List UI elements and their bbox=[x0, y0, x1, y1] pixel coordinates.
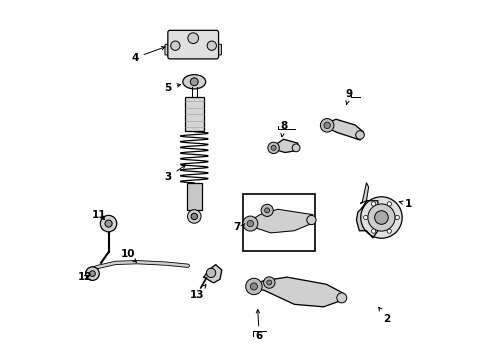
Circle shape bbox=[371, 202, 376, 206]
Circle shape bbox=[261, 204, 273, 216]
Circle shape bbox=[337, 293, 347, 303]
Circle shape bbox=[307, 215, 316, 225]
Bar bbox=[243, 194, 315, 251]
Circle shape bbox=[90, 271, 96, 276]
Text: 13: 13 bbox=[190, 285, 206, 300]
Circle shape bbox=[86, 267, 99, 280]
Circle shape bbox=[324, 122, 330, 129]
FancyBboxPatch shape bbox=[165, 44, 172, 55]
Circle shape bbox=[356, 131, 364, 139]
Ellipse shape bbox=[183, 75, 206, 89]
Circle shape bbox=[100, 215, 117, 232]
Text: 5: 5 bbox=[165, 83, 180, 93]
Polygon shape bbox=[325, 119, 364, 140]
Circle shape bbox=[105, 220, 112, 227]
Polygon shape bbox=[361, 183, 368, 203]
Text: 12: 12 bbox=[78, 272, 92, 282]
Circle shape bbox=[243, 216, 258, 231]
Circle shape bbox=[247, 220, 253, 227]
Bar bbox=[185, 98, 203, 131]
Polygon shape bbox=[204, 265, 222, 283]
Text: 10: 10 bbox=[121, 249, 137, 262]
Circle shape bbox=[387, 202, 392, 206]
Circle shape bbox=[368, 204, 395, 231]
Text: 4: 4 bbox=[131, 46, 165, 63]
Circle shape bbox=[361, 197, 402, 238]
Circle shape bbox=[191, 213, 197, 220]
Circle shape bbox=[267, 280, 272, 285]
FancyBboxPatch shape bbox=[168, 30, 219, 59]
Text: 3: 3 bbox=[165, 165, 185, 182]
Circle shape bbox=[190, 78, 198, 86]
Circle shape bbox=[364, 215, 368, 220]
Text: 7: 7 bbox=[233, 222, 241, 232]
Text: 11: 11 bbox=[92, 210, 106, 220]
Circle shape bbox=[375, 211, 388, 224]
Text: 9: 9 bbox=[346, 89, 353, 104]
Circle shape bbox=[264, 277, 275, 288]
Circle shape bbox=[371, 229, 376, 233]
Circle shape bbox=[188, 33, 198, 44]
Text: 6: 6 bbox=[256, 310, 263, 342]
Circle shape bbox=[292, 144, 300, 152]
Circle shape bbox=[206, 268, 216, 278]
Polygon shape bbox=[356, 201, 378, 238]
Bar bbox=[187, 183, 202, 210]
Circle shape bbox=[265, 208, 270, 213]
Circle shape bbox=[268, 142, 279, 154]
Polygon shape bbox=[248, 209, 313, 233]
Circle shape bbox=[245, 278, 262, 295]
Text: 8: 8 bbox=[280, 121, 287, 137]
Polygon shape bbox=[251, 277, 343, 307]
FancyBboxPatch shape bbox=[214, 44, 221, 55]
Circle shape bbox=[188, 210, 201, 223]
Text: 2: 2 bbox=[379, 307, 391, 324]
Circle shape bbox=[395, 215, 399, 220]
Circle shape bbox=[171, 41, 180, 50]
Text: 1: 1 bbox=[399, 199, 412, 209]
Circle shape bbox=[207, 41, 217, 50]
Circle shape bbox=[387, 229, 392, 233]
Polygon shape bbox=[272, 139, 298, 153]
Circle shape bbox=[271, 145, 276, 150]
Circle shape bbox=[320, 118, 334, 132]
Circle shape bbox=[250, 283, 258, 290]
